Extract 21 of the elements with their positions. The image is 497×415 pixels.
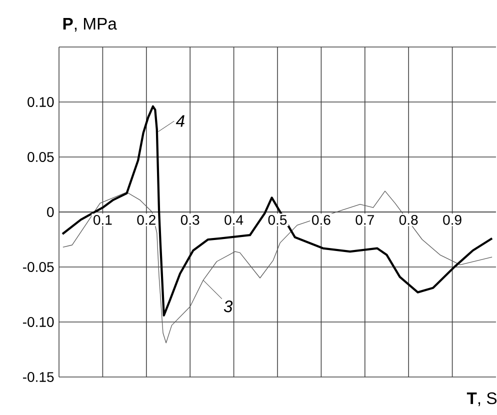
y-tick-label: -0.10 — [23, 317, 54, 327]
line-series — [62, 190, 492, 344]
y-tick-label: 0.05 — [28, 152, 54, 162]
y-axis-title: P, MPa — [63, 18, 117, 32]
x-tick-label: 0.3 — [180, 214, 200, 225]
x-tick-label: 0.7 — [356, 214, 374, 225]
x-tick-label: 0.9 — [443, 214, 462, 225]
y-tick-label: -0.05 — [23, 262, 54, 272]
x-tick-label: 0.8 — [399, 214, 418, 225]
y-tick-label: 0.10 — [28, 97, 54, 107]
y-tick-label: 0 — [47, 207, 54, 217]
x-tick-label: 0.2 — [137, 214, 156, 225]
annotation: 4 — [176, 115, 184, 127]
annotation: 3 — [224, 300, 233, 312]
x-tick-label: 0.1 — [94, 214, 112, 225]
x-axis-title: T, S — [466, 392, 497, 406]
x-tick-label: 0.5 — [268, 214, 287, 225]
x-tick-label: 0.4 — [224, 214, 244, 225]
y-tick-label: -0.15 — [23, 372, 54, 382]
line-series — [61, 105, 494, 316]
x-tick-label: 0.6 — [312, 214, 330, 225]
